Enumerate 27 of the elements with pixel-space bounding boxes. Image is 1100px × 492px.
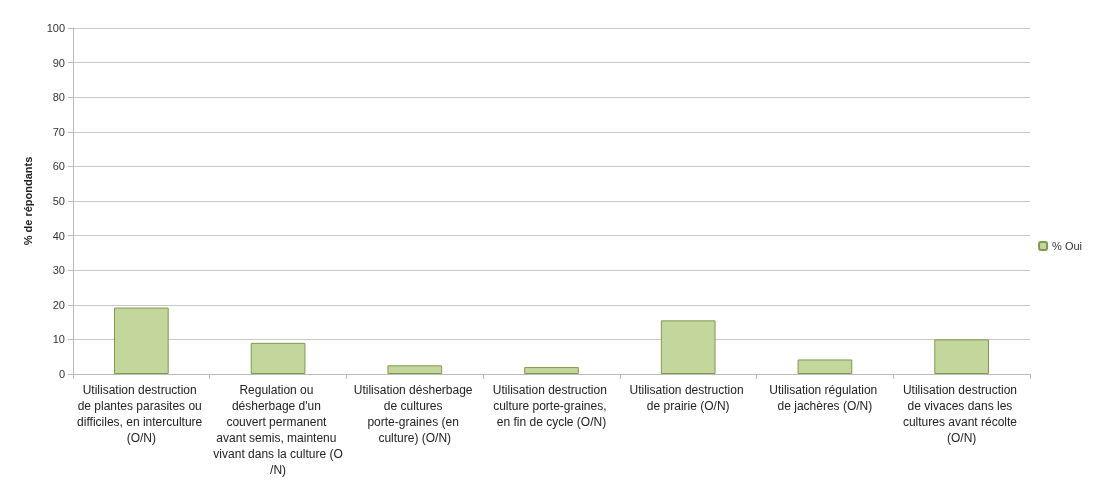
y-tick-label: 70 bbox=[52, 125, 65, 138]
x-tick-label: Utilisation désherbage de cultures porte-graines (en culture) (O/N) bbox=[353, 383, 476, 445]
bar bbox=[524, 367, 579, 374]
bar bbox=[934, 339, 989, 374]
y-axis-title: % de répondants bbox=[21, 156, 34, 246]
y-tick-label: 10 bbox=[52, 333, 65, 346]
x-tick-label: Utilisation régulation de jachères (O/N) bbox=[769, 383, 881, 413]
x-tick-label: Utilisation destruction de plantes parasites ou difficiles, en interculture (O/N) bbox=[77, 383, 206, 445]
x-tick-label: Utilisation destruction de vivaces dans les cultures avant récolte (O/N) bbox=[902, 383, 1021, 445]
legend-label: % Oui bbox=[1052, 240, 1083, 252]
y-tick-label: 100 bbox=[46, 22, 65, 34]
bar bbox=[660, 320, 716, 374]
y-tick-label: 20 bbox=[52, 298, 65, 311]
x-tick-label: Utilisation destruction de prairie (O/N) bbox=[629, 383, 747, 413]
bar bbox=[797, 359, 853, 374]
y-tick-label: 90 bbox=[52, 56, 65, 69]
bar bbox=[250, 342, 306, 374]
x-tick-label: Regulation ou désherbage d'un couvert permanent avant semis, maintenu vivant dans la culture (O/N) bbox=[213, 383, 343, 477]
y-tick-label: 50 bbox=[52, 195, 65, 207]
y-tick-label: 80 bbox=[52, 91, 65, 104]
y-tick-label: 60 bbox=[52, 160, 65, 173]
y-tick-label: 40 bbox=[52, 229, 65, 242]
y-tick-label: 30 bbox=[52, 264, 65, 277]
bar bbox=[387, 365, 443, 374]
x-tick-label: Utilisation destruction culture porte-graines, en fin de cycle (O/N) bbox=[492, 383, 611, 429]
bar bbox=[114, 307, 169, 374]
y-tick-label: 0 bbox=[58, 368, 65, 380]
